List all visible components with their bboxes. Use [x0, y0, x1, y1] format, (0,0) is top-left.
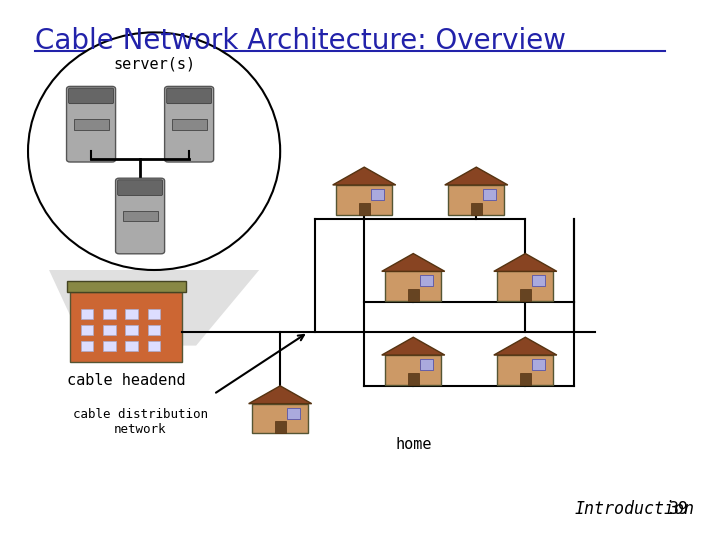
Bar — [103, 325, 116, 335]
Bar — [532, 359, 545, 370]
Ellipse shape — [28, 32, 280, 270]
Bar — [125, 325, 138, 335]
Bar — [122, 211, 158, 221]
Bar — [274, 421, 286, 433]
Polygon shape — [382, 254, 445, 271]
Text: Introduction: Introduction — [575, 501, 694, 518]
Bar — [70, 292, 182, 362]
Polygon shape — [445, 167, 508, 185]
Bar — [498, 271, 554, 301]
Bar — [471, 202, 482, 214]
Bar — [420, 275, 433, 286]
FancyBboxPatch shape — [116, 178, 165, 254]
Text: cable headend: cable headend — [67, 373, 185, 388]
Bar — [359, 202, 370, 214]
Polygon shape — [494, 337, 557, 355]
Bar — [385, 271, 441, 301]
Bar — [103, 341, 116, 351]
Bar — [408, 289, 419, 301]
Text: cable distribution
network: cable distribution network — [73, 408, 207, 436]
Bar — [148, 325, 161, 335]
Bar — [385, 355, 441, 384]
Bar — [532, 275, 545, 286]
Bar — [125, 341, 138, 351]
Bar — [66, 281, 186, 292]
Bar — [252, 404, 308, 433]
Bar — [171, 119, 207, 130]
Bar — [81, 341, 93, 351]
FancyBboxPatch shape — [68, 88, 114, 104]
Bar — [81, 309, 93, 319]
Polygon shape — [382, 337, 445, 355]
Text: server(s): server(s) — [113, 57, 195, 72]
FancyBboxPatch shape — [165, 86, 214, 162]
Bar — [520, 373, 531, 384]
Bar — [449, 185, 504, 214]
Bar — [408, 373, 419, 384]
Polygon shape — [49, 270, 259, 346]
Bar — [73, 119, 109, 130]
FancyBboxPatch shape — [117, 180, 163, 195]
Bar — [520, 289, 531, 301]
Bar — [287, 408, 300, 418]
Polygon shape — [333, 167, 396, 185]
Bar — [125, 309, 138, 319]
Text: 39: 39 — [669, 501, 689, 518]
Bar — [336, 185, 392, 214]
Bar — [148, 341, 161, 351]
FancyBboxPatch shape — [167, 88, 212, 104]
Bar — [498, 355, 554, 384]
Bar — [103, 309, 116, 319]
Bar — [148, 309, 161, 319]
Text: Cable Network Architecture: Overview: Cable Network Architecture: Overview — [35, 27, 566, 55]
Polygon shape — [248, 386, 312, 404]
FancyBboxPatch shape — [66, 86, 116, 162]
Bar — [420, 359, 433, 370]
Text: home: home — [395, 437, 431, 453]
Polygon shape — [494, 254, 557, 271]
Bar — [372, 189, 384, 200]
Bar — [483, 189, 496, 200]
Bar — [81, 325, 93, 335]
